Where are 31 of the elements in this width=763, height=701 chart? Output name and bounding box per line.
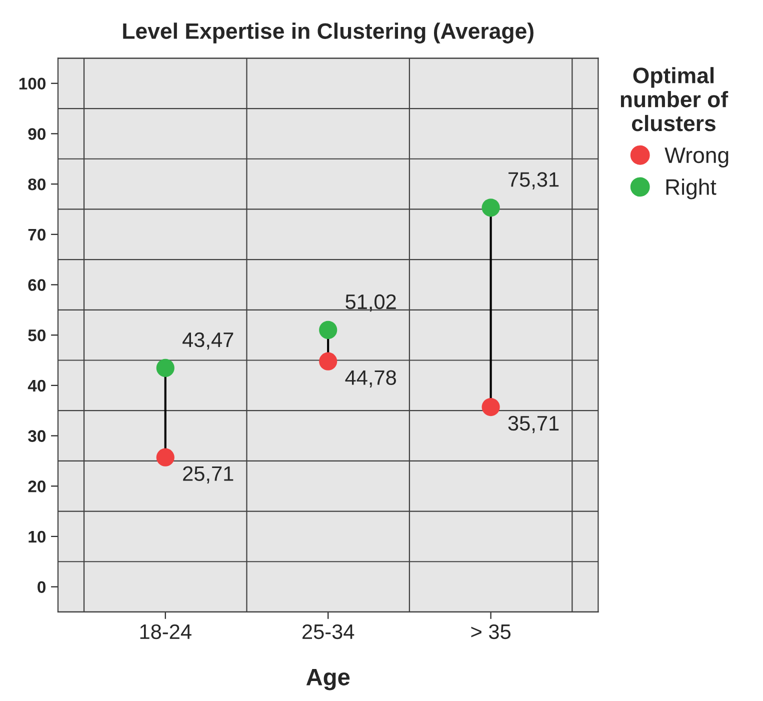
y-tick-label: 70 — [28, 228, 46, 241]
y-tick-label: 30 — [28, 430, 46, 442]
point — [319, 352, 338, 370]
data-label: 35,71 — [508, 416, 559, 434]
data-label: 75,31 — [508, 172, 559, 190]
data-label: 43,47 — [182, 332, 234, 350]
y-tick-label: 100 — [19, 78, 46, 90]
y-tick-label: 80 — [28, 178, 46, 190]
x-axis-title: Age — [306, 668, 350, 690]
legend-title: Optimal number of clusters — [620, 67, 728, 132]
point — [156, 358, 174, 378]
y-tick-label: 50 — [28, 329, 46, 342]
point — [156, 448, 174, 466]
point — [319, 320, 338, 339]
y-tick-label: 20 — [28, 480, 46, 492]
y-tick-label: 40 — [28, 380, 46, 392]
chart-title: Level Expertise in Clustering (Average) — [123, 22, 534, 44]
point — [482, 198, 500, 217]
y-tick-label: 0 — [38, 581, 46, 594]
data-label: 44,78 — [345, 370, 396, 388]
legend-label: Wrong — [664, 148, 728, 168]
x-tick-label: 18-24 — [140, 624, 192, 640]
y-tick-label: 10 — [28, 530, 46, 543]
legend-label: Right — [666, 178, 716, 200]
point — [482, 398, 500, 416]
y-tick-label: 60 — [28, 279, 46, 291]
x-tick-label: 25-34 — [302, 624, 354, 640]
y-tick-label: 90 — [28, 128, 46, 140]
data-label: 51,02 — [346, 294, 396, 312]
x-tick-label: > 35 — [471, 624, 510, 640]
data-label: 25,71 — [183, 466, 234, 484]
